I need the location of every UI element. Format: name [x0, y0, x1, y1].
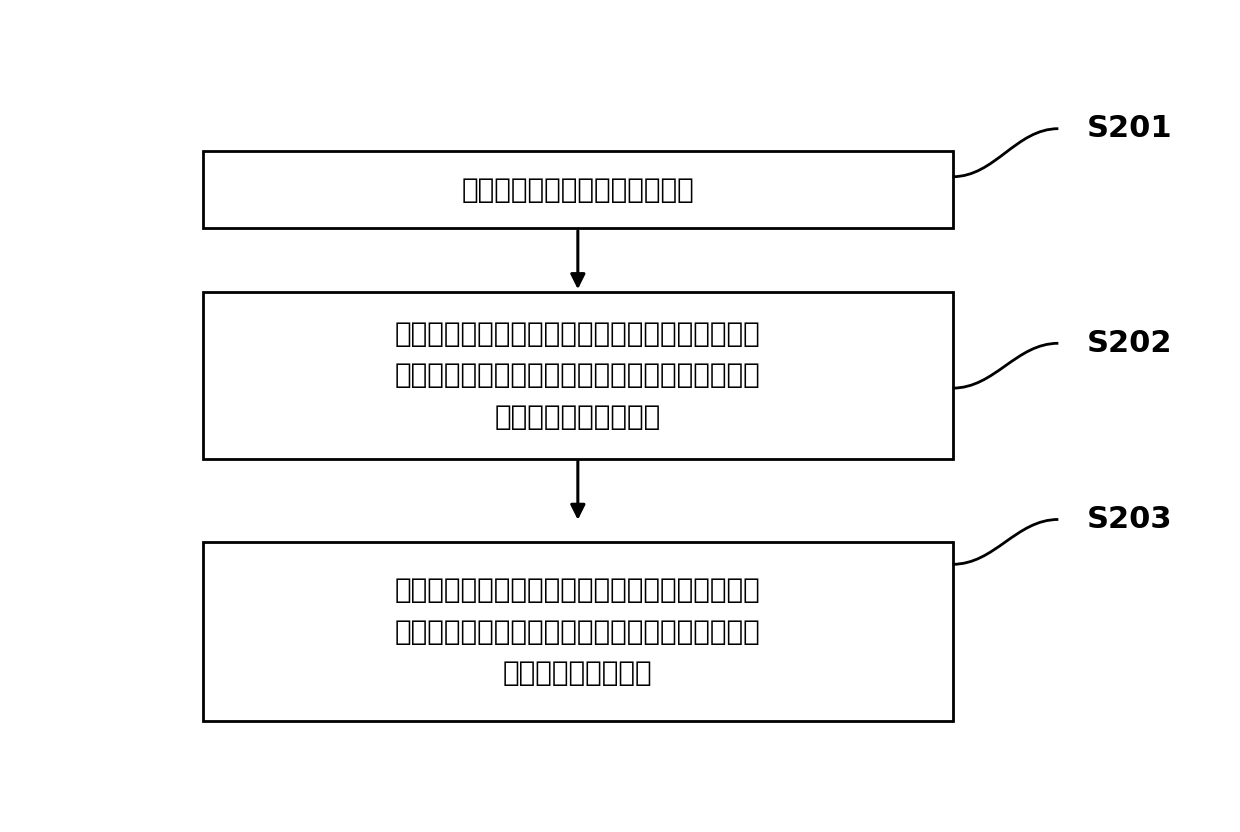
Text: S203: S203: [1087, 505, 1173, 534]
Text: S201: S201: [1087, 114, 1173, 143]
Text: 根据每个预设充电桩与所述机器人之间路径的距离
，确定与所述机器人距离最短路径的预设充电桩为
所述目标预设充电桩: 根据每个预设充电桩与所述机器人之间路径的距离 ，确定与所述机器人距离最短路径的预…: [396, 577, 760, 686]
FancyBboxPatch shape: [203, 151, 952, 228]
Text: 根据所述机器人当前的地理位置及所述所有预设充
电桩的地理位置，分别获取每个预设充电桩与所述
机器人之间路径的距离: 根据所述机器人当前的地理位置及所述所有预设充 电桩的地理位置，分别获取每个预设充…: [396, 320, 760, 430]
FancyBboxPatch shape: [203, 292, 952, 458]
Text: 获取所有预设充电桩的地理位置: 获取所有预设充电桩的地理位置: [461, 176, 694, 204]
FancyBboxPatch shape: [203, 542, 952, 721]
Text: S202: S202: [1087, 329, 1173, 358]
